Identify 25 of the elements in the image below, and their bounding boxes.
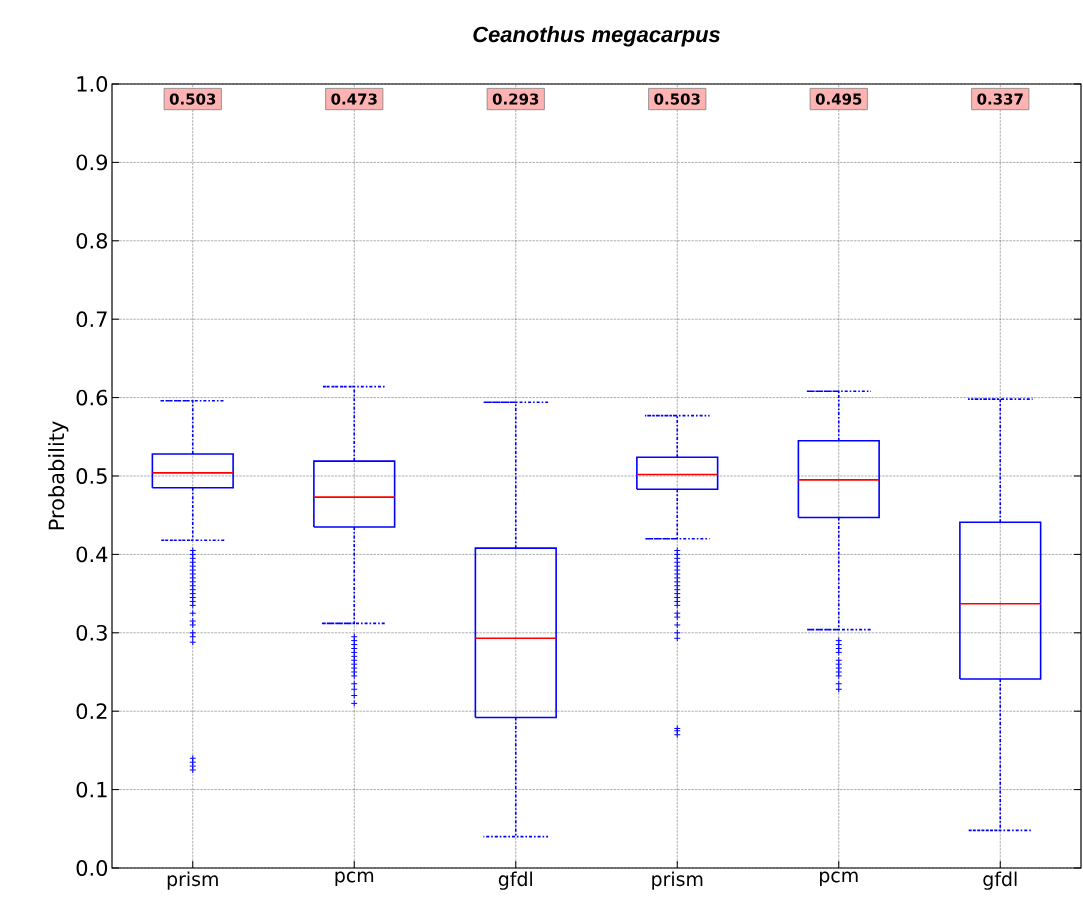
y-tick-label: 0.7 [76,311,107,328]
x-tick-label: pcm [335,871,374,887]
x-tick-label: prism [167,871,218,890]
y-tick-label: 0.1 [76,781,107,798]
chart-title: Ceanothus megacarpus [473,26,720,47]
annotation: 0.503 [169,93,216,105]
y-tick-label: 0.4 [76,546,108,563]
y-tick-label: 0.2 [76,703,107,720]
y-tick-label: 0.9 [76,154,108,171]
annotation: 0.293 [492,93,539,105]
y-tick-label: 0.3 [76,624,107,641]
y-tick-label: 0.5 [76,468,107,484]
x-tick-label: pcm [820,871,858,887]
x-tick-label: prism [652,871,703,890]
x-tick-label: gfdl [983,871,1017,890]
y-tick-label: 0.8 [76,232,108,249]
y-tick-label: 1.0 [77,76,108,92]
annotation: 0.495 [815,93,862,105]
y-tick-label: 0.6 [76,389,108,406]
y-tick-label: 0.0 [76,860,108,876]
annotation: 0.503 [654,93,700,105]
annotation: 0.473 [331,93,377,105]
y-axis-title: Probability [48,421,69,530]
annotation: 0.337 [977,93,1023,105]
x-tick-label: gfdl [498,871,532,890]
